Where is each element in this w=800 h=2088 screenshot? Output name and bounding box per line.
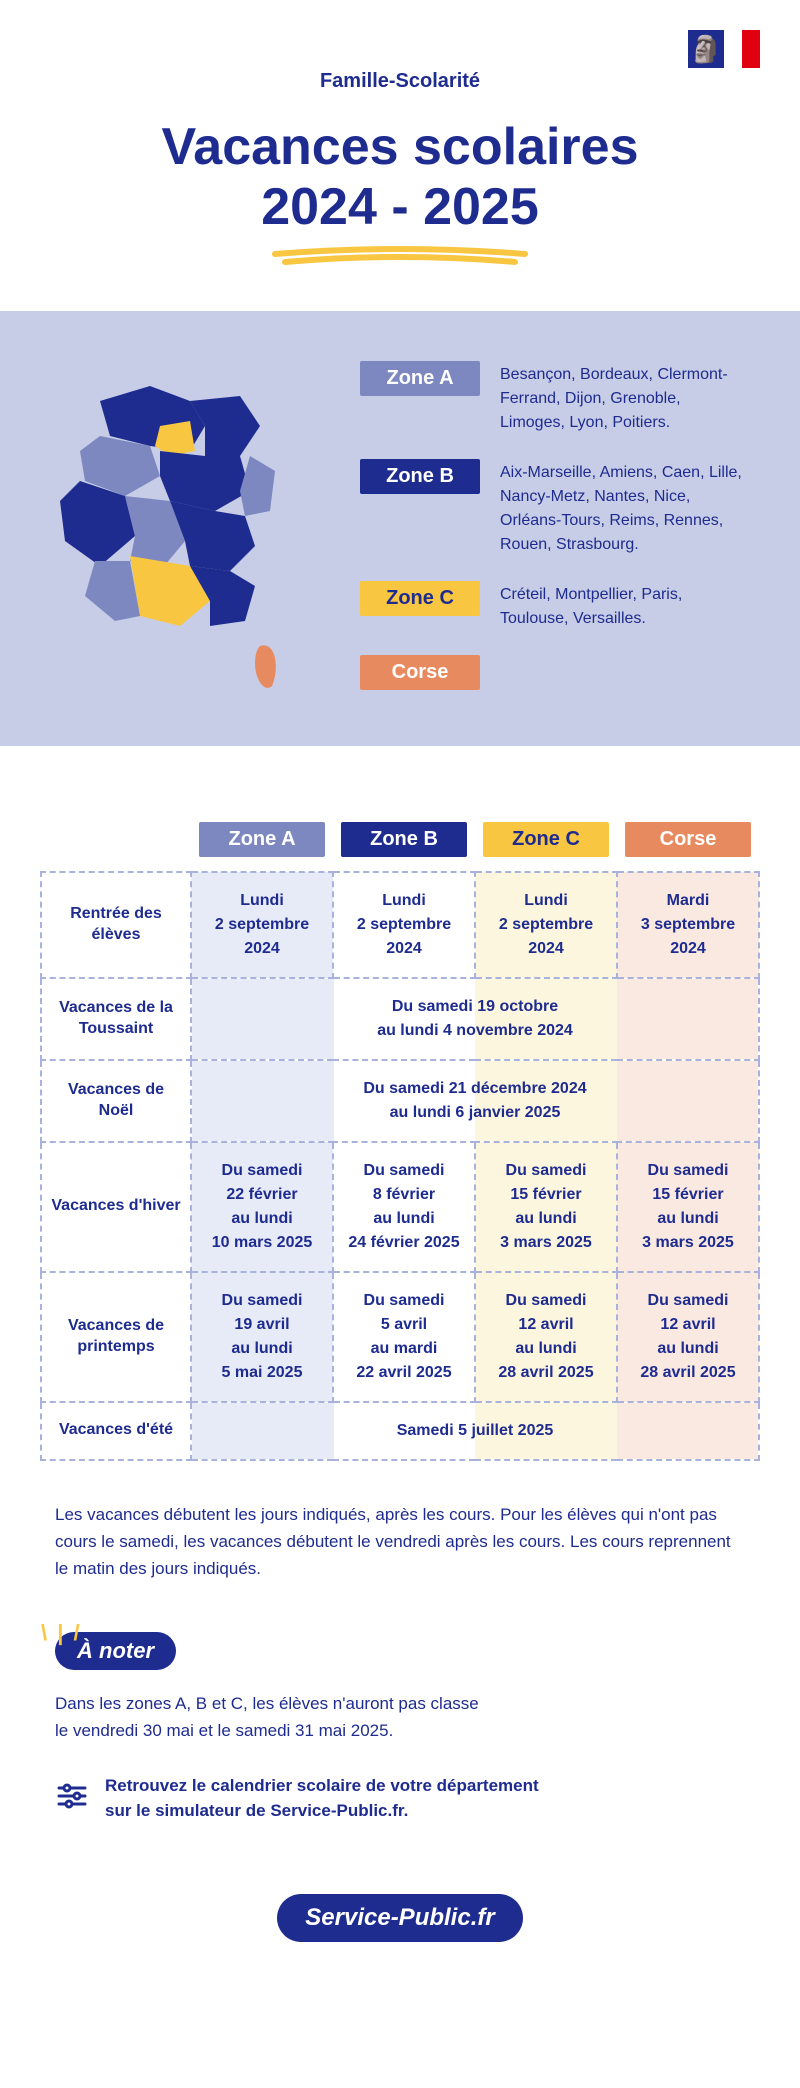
rowhead-toussaint: Vacances de la Toussaint: [41, 978, 191, 1060]
col-zone-c: Zone C: [483, 822, 609, 857]
note-text: Dans les zones A, B et C, les élèves n'a…: [55, 1690, 745, 1744]
zones-panel: Zone A Besançon, Bordeaux, Clermont-Ferr…: [0, 311, 800, 746]
zone-a-cities: Besançon, Bordeaux, Clermont-Ferrand, Di…: [500, 361, 745, 435]
zone-corse-badge: Corse: [360, 655, 480, 690]
title-underline: [270, 246, 530, 266]
calendar-table: Zone A Zone B Zone C Corse Rentrée des é…: [40, 806, 760, 1461]
zone-c-badge: Zone C: [360, 581, 480, 616]
row-printemps: Vacances de printemps Du samedi19 avrila…: [41, 1272, 759, 1402]
col-corse: Corse: [625, 822, 751, 857]
zone-a-badge: Zone A: [360, 361, 480, 396]
rowhead-hiver: Vacances d'hiver: [41, 1142, 191, 1272]
rowhead-rentree: Rentrée des élèves: [41, 872, 191, 978]
category-label: Famille-Scolarité: [40, 70, 760, 93]
rowhead-ete: Vacances d'été: [41, 1402, 191, 1460]
tool-row: Retrouvez le calendrier scolaire de votr…: [55, 1773, 745, 1824]
row-noel: Vacances de Noël Du samedi 21 décembre 2…: [41, 1060, 759, 1142]
tool-text: Retrouvez le calendrier scolaire de votr…: [105, 1773, 539, 1824]
zone-b-row: Zone B Aix-Marseille, Amiens, Caen, Lill…: [360, 459, 745, 557]
row-hiver: Vacances d'hiver Du samedi22 févrierau l…: [41, 1142, 759, 1272]
zone-c-cities: Créteil, Montpellier, Paris, Toulouse, V…: [500, 581, 745, 631]
zone-b-cities: Aix-Marseille, Amiens, Caen, Lille, Nanc…: [500, 459, 745, 557]
col-zone-b: Zone B: [341, 822, 467, 857]
zone-corse-row: Corse: [360, 655, 745, 690]
zone-b-badge: Zone B: [360, 459, 480, 494]
france-map: [40, 361, 300, 696]
spark-icon: \ | /: [41, 1620, 82, 1646]
zone-a-row: Zone A Besançon, Bordeaux, Clermont-Ferr…: [360, 361, 745, 435]
header: Famille-Scolarité Vacances scolaires 202…: [0, 0, 800, 311]
service-public-badge: Service-Public.fr: [277, 1894, 522, 1942]
row-rentree: Rentrée des élèves Lundi2 septembre 2024…: [41, 872, 759, 978]
rowhead-noel: Vacances de Noël: [41, 1060, 191, 1142]
row-toussaint: Vacances de la Toussaint Du samedi 19 oc…: [41, 978, 759, 1060]
rowhead-printemps: Vacances de printemps: [41, 1272, 191, 1402]
row-ete: Vacances d'été Samedi 5 juillet 2025: [41, 1402, 759, 1460]
col-zone-a: Zone A: [199, 822, 325, 857]
footnote-text: Les vacances débutent les jours indiqués…: [0, 1481, 800, 1613]
zone-c-row: Zone C Créteil, Montpellier, Paris, Toul…: [360, 581, 745, 631]
page-title: Vacances scolaires 2024 - 2025: [40, 118, 760, 238]
sliders-icon: [55, 1779, 89, 1818]
note-badge-wrap: \ | / À noter: [55, 1632, 176, 1670]
